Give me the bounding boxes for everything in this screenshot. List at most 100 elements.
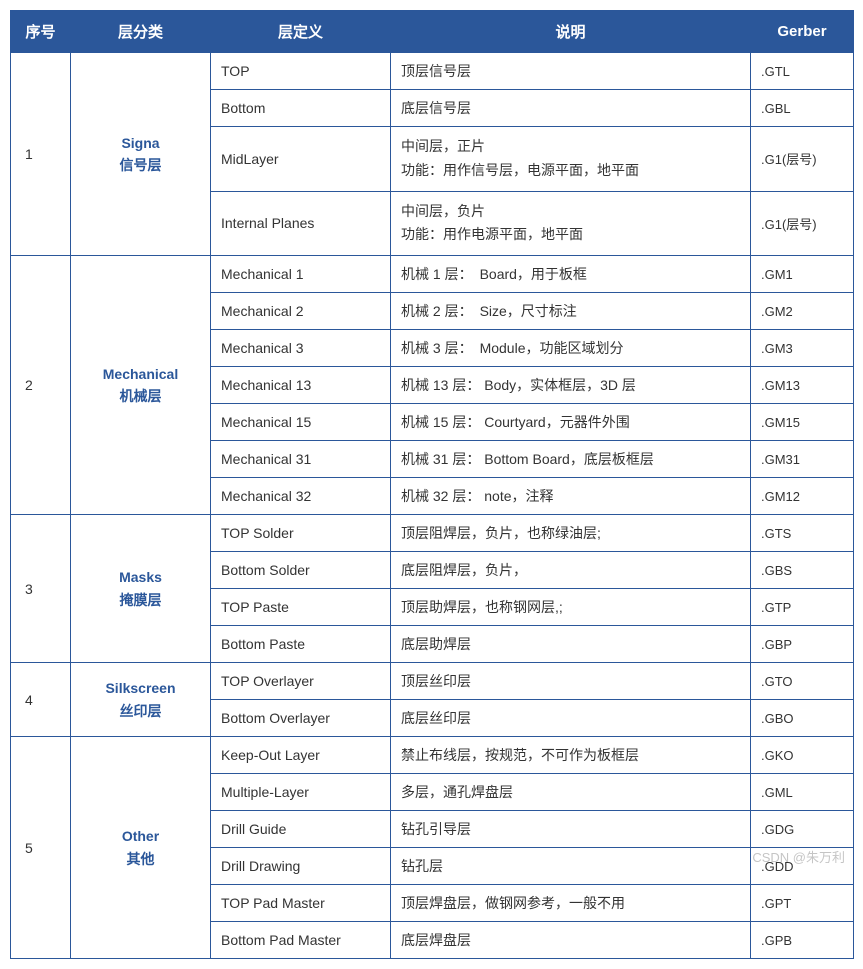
- gerber-cell: .GM1: [751, 256, 854, 293]
- definition-cell: MidLayer: [211, 127, 391, 192]
- description-cell: 底层焊盘层: [391, 922, 751, 959]
- definition-cell: Bottom Pad Master: [211, 922, 391, 959]
- description-cell: 顶层阻焊层，负片，也称绿油层;: [391, 515, 751, 552]
- description-cell: 顶层信号层: [391, 53, 751, 90]
- gerber-cell: .GPB: [751, 922, 854, 959]
- table-row: 3Masks掩膜层TOP Solder顶层阻焊层，负片，也称绿油层;.GTS: [11, 515, 854, 552]
- category-en: Other: [81, 825, 200, 847]
- description-cell: 机械 31 层： Bottom Board，底层板框层: [391, 441, 751, 478]
- gerber-cell: .GM15: [751, 404, 854, 441]
- table-row: 1Signa信号层TOP顶层信号层.GTL: [11, 53, 854, 90]
- definition-cell: Internal Planes: [211, 191, 391, 256]
- description-cell: 底层助焊层: [391, 626, 751, 663]
- header-gerber: Gerber: [751, 11, 854, 53]
- description-cell: 顶层丝印层: [391, 663, 751, 700]
- seq-cell: 4: [11, 663, 71, 737]
- description-cell: 禁止布线层，按规范，不可作为板框层: [391, 737, 751, 774]
- category-cell: Masks掩膜层: [71, 515, 211, 663]
- gerber-cell: .GM3: [751, 330, 854, 367]
- definition-cell: TOP Pad Master: [211, 885, 391, 922]
- definition-cell: Mechanical 3: [211, 330, 391, 367]
- category-en: Masks: [81, 566, 200, 588]
- seq-cell: 5: [11, 737, 71, 959]
- header-definition: 层定义: [211, 11, 391, 53]
- definition-cell: Drill Guide: [211, 811, 391, 848]
- category-zh: 掩膜层: [81, 589, 200, 611]
- description-cell: 机械 3 层： Module，功能区域划分: [391, 330, 751, 367]
- definition-cell: Multiple-Layer: [211, 774, 391, 811]
- gerber-cell: .GKO: [751, 737, 854, 774]
- definition-cell: TOP: [211, 53, 391, 90]
- definition-cell: TOP Overlayer: [211, 663, 391, 700]
- gerber-cell: .GBO: [751, 700, 854, 737]
- category-zh: 信号层: [81, 154, 200, 176]
- description-cell: 钻孔层: [391, 848, 751, 885]
- gerber-cell: .GTP: [751, 589, 854, 626]
- definition-cell: TOP Paste: [211, 589, 391, 626]
- definition-cell: Mechanical 32: [211, 478, 391, 515]
- description-cell: 底层阻焊层，负片，: [391, 552, 751, 589]
- definition-cell: Drill Drawing: [211, 848, 391, 885]
- layer-table: 序号 层分类 层定义 说明 Gerber 1Signa信号层TOP顶层信号层.G…: [10, 10, 854, 959]
- description-cell: 底层丝印层: [391, 700, 751, 737]
- definition-cell: Keep-Out Layer: [211, 737, 391, 774]
- gerber-cell: .G1(层号): [751, 127, 854, 192]
- gerber-cell: .GM31: [751, 441, 854, 478]
- gerber-cell: .GBP: [751, 626, 854, 663]
- category-en: Signa: [81, 132, 200, 154]
- gerber-cell: .GM13: [751, 367, 854, 404]
- seq-cell: 1: [11, 53, 71, 256]
- description-cell: 多层，通孔焊盘层: [391, 774, 751, 811]
- description-cell: 底层信号层: [391, 90, 751, 127]
- table-row: 2Mechanical机械层Mechanical 1机械 1 层： Board，…: [11, 256, 854, 293]
- gerber-cell: .GTL: [751, 53, 854, 90]
- category-zh: 丝印层: [81, 700, 200, 722]
- definition-cell: TOP Solder: [211, 515, 391, 552]
- category-zh: 其他: [81, 848, 200, 870]
- seq-cell: 2: [11, 256, 71, 515]
- gerber-cell: .GBL: [751, 90, 854, 127]
- seq-cell: 3: [11, 515, 71, 663]
- description-cell: 中间层，负片功能：用作电源平面，地平面: [391, 191, 751, 256]
- table-row: 5Other其他Keep-Out Layer禁止布线层，按规范，不可作为板框层.…: [11, 737, 854, 774]
- header-seq: 序号: [11, 11, 71, 53]
- gerber-cell: .GML: [751, 774, 854, 811]
- gerber-cell: .GM2: [751, 293, 854, 330]
- category-cell: Other其他: [71, 737, 211, 959]
- table-row: 4Silkscreen丝印层TOP Overlayer顶层丝印层.GTO: [11, 663, 854, 700]
- definition-cell: Mechanical 31: [211, 441, 391, 478]
- description-cell: 机械 1 层： Board，用于板框: [391, 256, 751, 293]
- description-cell: 机械 13 层： Body，实体框层，3D 层: [391, 367, 751, 404]
- gerber-cell: .GTO: [751, 663, 854, 700]
- gerber-cell: .GM12: [751, 478, 854, 515]
- definition-cell: Bottom Paste: [211, 626, 391, 663]
- table-body: 1Signa信号层TOP顶层信号层.GTLBottom底层信号层.GBLMidL…: [11, 53, 854, 959]
- header-description: 说明: [391, 11, 751, 53]
- definition-cell: Mechanical 1: [211, 256, 391, 293]
- gerber-cell: .GTS: [751, 515, 854, 552]
- description-cell: 机械 32 层： note，注释: [391, 478, 751, 515]
- definition-cell: Bottom Solder: [211, 552, 391, 589]
- category-en: Mechanical: [81, 363, 200, 385]
- description-cell: 机械 2 层： Size，尺寸标注: [391, 293, 751, 330]
- definition-cell: Bottom Overlayer: [211, 700, 391, 737]
- definition-cell: Bottom: [211, 90, 391, 127]
- category-cell: Signa信号层: [71, 53, 211, 256]
- category-zh: 机械层: [81, 385, 200, 407]
- description-cell: 顶层助焊层，也称钢网层,;: [391, 589, 751, 626]
- definition-cell: Mechanical 2: [211, 293, 391, 330]
- gerber-cell: .G1(层号): [751, 191, 854, 256]
- category-cell: Mechanical机械层: [71, 256, 211, 515]
- table-header: 序号 层分类 层定义 说明 Gerber: [11, 11, 854, 53]
- description-cell: 中间层，正片功能：用作信号层，电源平面，地平面: [391, 127, 751, 192]
- gerber-cell: .GPT: [751, 885, 854, 922]
- gerber-cell: .GDG: [751, 811, 854, 848]
- description-cell: 机械 15 层： Courtyard，元器件外围: [391, 404, 751, 441]
- category-en: Silkscreen: [81, 677, 200, 699]
- description-cell: 钻孔引导层: [391, 811, 751, 848]
- gerber-cell: .GDD: [751, 848, 854, 885]
- definition-cell: Mechanical 13: [211, 367, 391, 404]
- description-cell: 顶层焊盘层，做钢网参考，一般不用: [391, 885, 751, 922]
- category-cell: Silkscreen丝印层: [71, 663, 211, 737]
- definition-cell: Mechanical 15: [211, 404, 391, 441]
